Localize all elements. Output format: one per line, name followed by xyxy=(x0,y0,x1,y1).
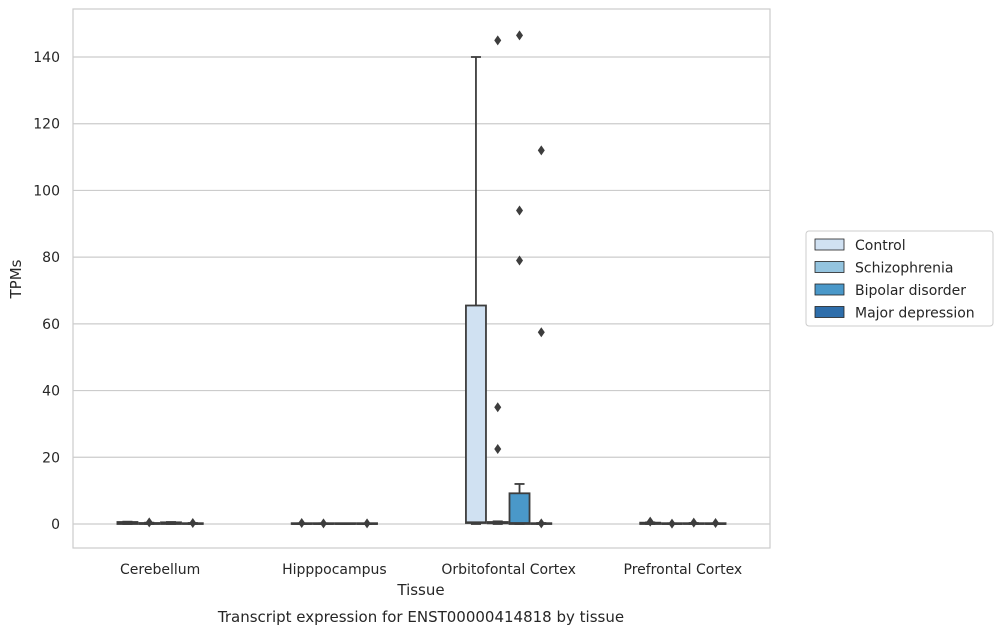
legend-swatch xyxy=(814,238,845,251)
box-bipolar-disorder xyxy=(334,522,357,525)
y-tick-label: 140 xyxy=(33,50,60,66)
outliers xyxy=(145,30,720,529)
outlier-point xyxy=(537,518,545,529)
outlier-point xyxy=(298,517,306,528)
y-tick-label: 120 xyxy=(33,117,60,133)
x-tick-label: Hipppocampus xyxy=(282,562,387,578)
outlier-point xyxy=(537,145,545,156)
y-tick-label: 0 xyxy=(51,517,60,533)
outlier-point xyxy=(319,518,327,529)
legend-entry-label: Control xyxy=(855,238,906,254)
outlier-point xyxy=(668,518,676,529)
legend-swatch xyxy=(814,283,845,296)
chart-caption: Transcript expression for ENST0000041481… xyxy=(217,608,624,626)
legend-entry-label: Schizophrenia xyxy=(855,261,953,277)
outlier-point xyxy=(145,517,153,528)
outlier-point xyxy=(494,35,502,46)
x-tick-label: Orbitofontal Cortex xyxy=(441,562,576,578)
outlier-point xyxy=(516,30,524,41)
outlier-point xyxy=(494,402,502,413)
box-control xyxy=(465,56,487,525)
outlier-point xyxy=(690,517,698,528)
y-tick-label: 100 xyxy=(33,183,60,199)
boxes xyxy=(116,56,727,525)
grid-lines xyxy=(73,56,770,525)
y-tick-label: 80 xyxy=(42,250,60,266)
y-tick-labels: 0 20 40 60 80 100 120 140 xyxy=(33,50,60,533)
outlier-point xyxy=(494,443,502,454)
legend-entry-label: Bipolar disorder xyxy=(855,283,966,299)
outlier-point xyxy=(712,517,720,528)
y-axis-title: TPMs xyxy=(7,259,25,299)
y-tick-label: 60 xyxy=(42,317,60,333)
outlier-point xyxy=(516,205,524,216)
box-schizophrenia xyxy=(486,520,509,525)
x-axis-title: Tissue xyxy=(396,581,444,599)
legend-swatch xyxy=(814,306,845,318)
legend-swatch xyxy=(814,261,845,273)
outlier-point xyxy=(646,516,654,527)
outlier-point xyxy=(516,255,524,266)
x-tick-label: Cerebellum xyxy=(120,562,200,578)
outlier-point xyxy=(189,517,197,528)
box-control xyxy=(116,520,139,525)
y-tick-label: 20 xyxy=(42,450,60,466)
outlier-point xyxy=(363,518,371,529)
x-tick-label: Prefrontal Cortex xyxy=(624,562,743,578)
y-tick-label: 40 xyxy=(42,384,60,400)
legend-entry-label: Major depression xyxy=(855,306,975,322)
legend: Control Schizophrenia Bipolar disorder Majo… xyxy=(805,230,994,327)
outlier-point xyxy=(537,327,545,338)
box-bipolar-disorder xyxy=(508,483,531,525)
legend-frame xyxy=(805,230,994,327)
x-tick-labels: Cerebellum Hipppocampus Orbitofontal Corte… xyxy=(120,562,742,578)
plot-area-frame xyxy=(72,8,771,549)
box-bipolar-disorder xyxy=(160,521,182,525)
